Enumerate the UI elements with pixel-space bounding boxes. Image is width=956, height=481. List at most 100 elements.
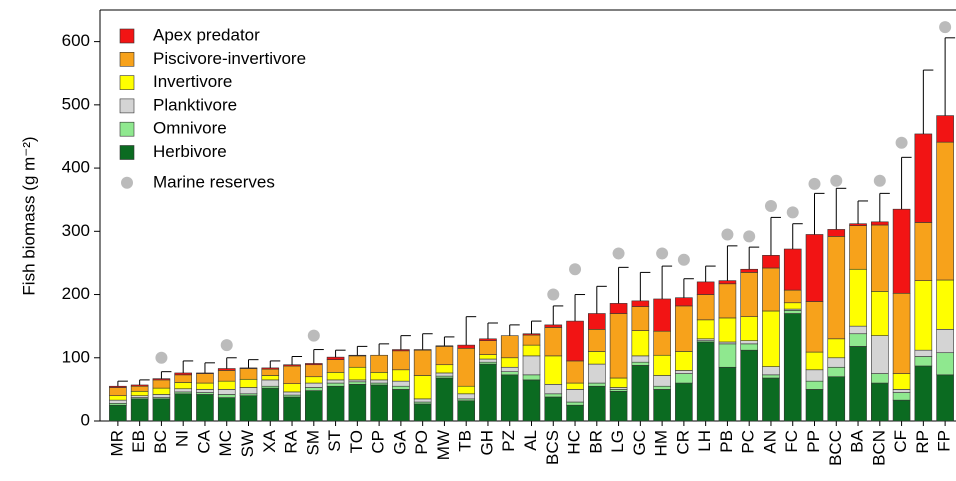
bar-segment [762,377,780,422]
bar-segment [305,363,323,366]
bar-segment [109,387,127,397]
x-tick-label: BCS [543,430,562,465]
bar-segment [500,366,519,372]
bar-segment [827,338,846,359]
bar-segment [109,385,127,388]
bar-segment [174,382,192,390]
x-tick-label: MW [434,430,453,460]
legend-swatch [119,98,135,114]
y-tick-label: 0 [81,410,90,429]
bar-segment [696,294,715,321]
bar-segment [283,383,301,393]
x-tick-label: MR [107,430,126,456]
x-tick-label: PP [804,430,823,453]
bar-segment [718,366,737,422]
bar-segment [914,349,933,357]
x-tick-label: AL [521,430,540,451]
bar-segment [740,343,758,351]
bar-segment [762,374,780,379]
bar-segment [696,341,715,422]
bar-segment [936,115,954,143]
bar-segment [718,317,737,343]
bar-segment [566,404,584,422]
bar-segment [109,399,127,404]
bar-segment [522,344,541,357]
bar-segment [261,375,280,381]
bar-segment [305,376,323,384]
y-tick-label: 100 [62,347,90,366]
bar-segment [827,376,846,422]
x-tick-label: PC [739,430,758,454]
bar-segment [152,379,171,389]
bar-segment [500,374,519,422]
bar-segment [305,382,323,388]
bar-segment [544,327,563,357]
x-tick-label: MC [216,430,235,456]
bar-segment [392,380,410,387]
bar-segment [261,379,280,387]
bar-segment [566,389,584,403]
bar-segment [914,280,933,351]
bar-segment [348,384,367,422]
y-tick-label: 200 [62,284,90,303]
x-tick-label: ST [325,430,344,452]
bar-segment [500,357,519,368]
bar-segment [174,388,192,393]
bar-segment [239,367,258,369]
bar-segment [217,368,236,371]
bar-segment [653,354,671,376]
x-tick-label: HM [652,430,671,456]
bar-segment [675,382,693,422]
bar-segment [522,374,541,381]
bar-segment [849,225,867,270]
bar-segment [566,401,584,406]
x-tick-label: GA [390,429,409,454]
x-tick-label: SW [238,430,257,457]
bar-segment [805,389,824,422]
x-tick-label: GC [630,430,649,456]
bar-segment [370,354,388,373]
bar-segment [827,236,846,340]
bar-segment [609,303,628,314]
bar-segment [326,385,345,422]
bar-segment [370,372,388,381]
bar-segment [588,363,606,384]
x-tick-label: NI [173,430,192,447]
bar-segment [152,378,171,381]
bar-segment [696,281,715,295]
bar-segment [609,313,628,379]
bar-segment [392,349,410,352]
x-tick-label: EB [129,430,148,453]
bar-segment [892,389,911,393]
bar-segment [936,329,954,354]
bar-segment [653,385,671,390]
bar-segment [588,351,606,365]
x-tick-label: RA [282,429,301,453]
bar-segment [805,351,824,371]
bar-segment [479,340,497,355]
x-tick-label: GH [477,430,496,456]
reserve-marker [786,206,799,219]
bar-segment [500,371,519,376]
reserve-marker [764,200,777,213]
bar-segment [849,268,867,327]
bar-segment [283,396,301,422]
reserve-marker [220,339,233,352]
x-tick-label: RP [913,430,932,454]
reserve-marker [612,247,625,260]
bar-segment [457,393,475,400]
bar-segment [196,373,214,384]
bar-segment [457,344,475,349]
bar-segment [217,380,236,390]
bar-segment [239,387,258,395]
reserve-marker [721,228,734,241]
bar-segment [653,389,671,422]
legend-swatch [119,51,135,67]
bar-segment [762,366,780,376]
y-tick-label: 600 [62,31,90,50]
bar-segment [892,208,911,294]
x-tick-label: SM [303,430,322,456]
bar-segment [892,292,911,374]
reserve-marker [808,177,821,190]
